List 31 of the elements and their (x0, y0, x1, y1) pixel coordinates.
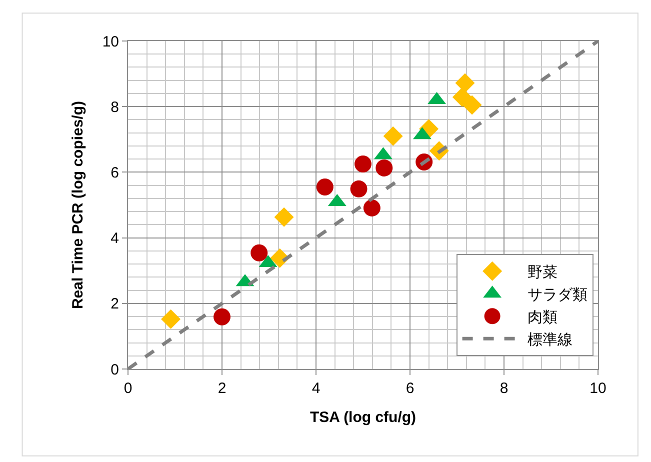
x-tick-label: 10 (590, 380, 606, 397)
x-tick-label: 2 (218, 380, 226, 397)
point (462, 95, 482, 115)
y-tick-label: 6 (110, 164, 119, 182)
point (214, 308, 230, 326)
point (376, 159, 393, 176)
point (455, 73, 475, 93)
x-tick-label: 4 (312, 380, 320, 397)
y-axis-title: Real Time PCR (log copies/g) (70, 100, 87, 310)
x-tick-label: 6 (406, 380, 414, 397)
point (354, 156, 372, 172)
point (383, 126, 403, 146)
point (274, 207, 294, 227)
x-tick-label: 0 (124, 380, 132, 397)
x-tick-label: 8 (500, 380, 508, 397)
point (350, 180, 368, 198)
y-tick-label: 4 (110, 230, 119, 248)
y-tick-label: 2 (110, 296, 119, 313)
point (316, 178, 334, 196)
y-tick-label: 8 (110, 98, 119, 116)
x-axis-title: TSA (log cfu/g) (310, 409, 416, 426)
point (363, 199, 380, 216)
y-tick-label: 0 (110, 361, 119, 378)
legend-label: 肉類 (527, 308, 558, 326)
legend-label: 標準線 (527, 331, 572, 348)
legend-label: サラダ類 (527, 286, 588, 304)
y-tick-label: 10 (102, 33, 119, 50)
point (452, 87, 472, 107)
point (250, 244, 268, 262)
point (161, 309, 181, 329)
legend-label: 野菜 (527, 264, 558, 281)
